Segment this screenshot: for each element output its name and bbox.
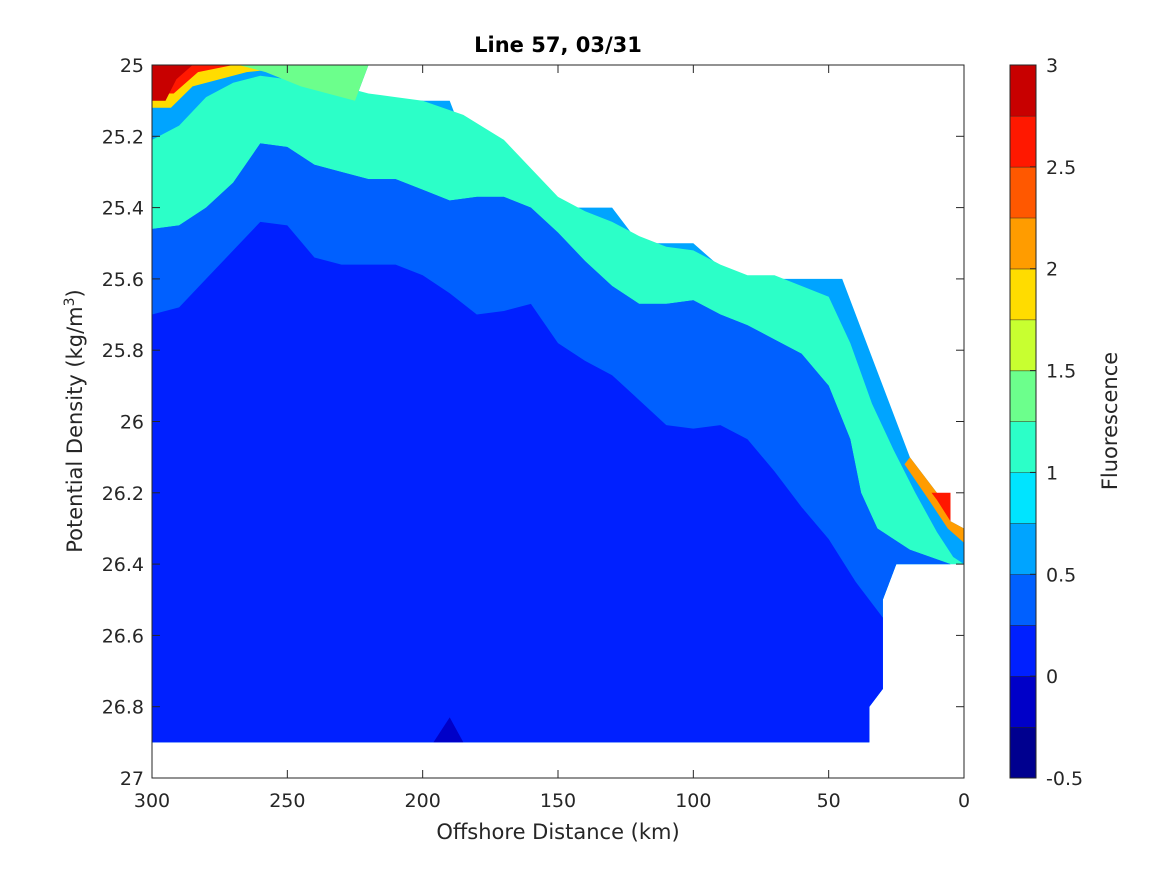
x-axis-label: Offshore Distance (km) — [436, 820, 679, 844]
colorbar-swatch — [1010, 574, 1036, 626]
x-axis: 300 250 200 150 100 50 0 — [134, 65, 970, 812]
colorbar-swatch — [1010, 727, 1036, 778]
colorbar-tick-label: 0.5 — [1046, 564, 1076, 586]
y-tick-label: 25.4 — [102, 198, 144, 220]
x-tick-label: 250 — [269, 790, 305, 812]
contour-region-high — [152, 65, 193, 101]
y-axis-label-exponent: 3 — [62, 297, 78, 306]
y-tick-label: 26.2 — [102, 483, 144, 505]
y-tick-label: 25.8 — [102, 340, 144, 362]
x-tick-label: 100 — [675, 790, 711, 812]
contour-region — [152, 221, 883, 743]
y-tick-label: 26.4 — [102, 554, 144, 576]
y-tick-label: 27 — [120, 768, 144, 790]
y-tick-label: 26 — [120, 412, 144, 434]
colorbar-swatch — [1010, 625, 1036, 677]
colorbar-swatch — [1010, 217, 1036, 269]
colorbar-label: Fluorescence — [1098, 352, 1122, 490]
y-axis-label: Potential Density (kg/m3) — [62, 289, 87, 553]
y-tick-label: 25.6 — [102, 269, 144, 291]
colorbar-swatch — [1010, 676, 1036, 728]
colorbar-tick-label: 2.5 — [1046, 157, 1076, 179]
colorbar-swatch — [1010, 523, 1036, 575]
y-tick-label: 26.8 — [102, 697, 144, 719]
colorbar-tick-label: 2 — [1046, 259, 1058, 281]
x-tick-label: 200 — [405, 790, 441, 812]
colorbar-swatch — [1010, 65, 1036, 116]
contour-region-high — [931, 492, 951, 522]
colorbar-tick-label: 0 — [1046, 666, 1058, 688]
colorbar-swatch — [1010, 268, 1036, 320]
y-axis-label-text: Potential Density (kg/m — [63, 306, 87, 552]
contour-layer — [152, 65, 964, 743]
colorbar-swatch — [1010, 472, 1036, 524]
x-tick-label: 150 — [540, 790, 576, 812]
y-tick-label: 26.6 — [102, 625, 144, 647]
colorbar-swatch — [1010, 319, 1036, 371]
colorbar-tick-label: 3 — [1046, 55, 1058, 77]
colorbar-axis: 3 2.5 2 1.5 1 0.5 0 -0.5 — [1030, 55, 1083, 790]
x-tick-label: 50 — [817, 790, 841, 812]
colorbar-swatch — [1010, 115, 1036, 167]
colorbar-swatch — [1010, 166, 1036, 218]
y-tick-label: 25.2 — [102, 126, 144, 148]
colorbar-frame — [1009, 64, 1037, 779]
chart-title: Line 57, 03/31 — [474, 33, 642, 57]
y-tick-label: 25 — [120, 55, 144, 77]
colorbar-swatch — [1010, 370, 1036, 422]
colorbar-tick-label: 1.5 — [1046, 361, 1076, 383]
colorbar-tick-label: 1 — [1046, 462, 1058, 484]
contour-region-high — [238, 65, 369, 101]
colorbar-swatch — [1010, 421, 1036, 473]
contour-region-negative — [433, 717, 464, 743]
x-tick-label: 0 — [958, 790, 970, 812]
x-tick-label: 300 — [134, 790, 170, 812]
colorbar — [1010, 64, 1036, 778]
colorbar-tick-label: -0.5 — [1046, 768, 1083, 790]
y-axis: 25 25.2 25.4 25.6 25.8 26 26.2 26.4 26.6 26.8 27 — [102, 55, 964, 790]
y-axis-label-close: ) — [63, 289, 87, 297]
contour-region-high — [904, 457, 964, 543]
